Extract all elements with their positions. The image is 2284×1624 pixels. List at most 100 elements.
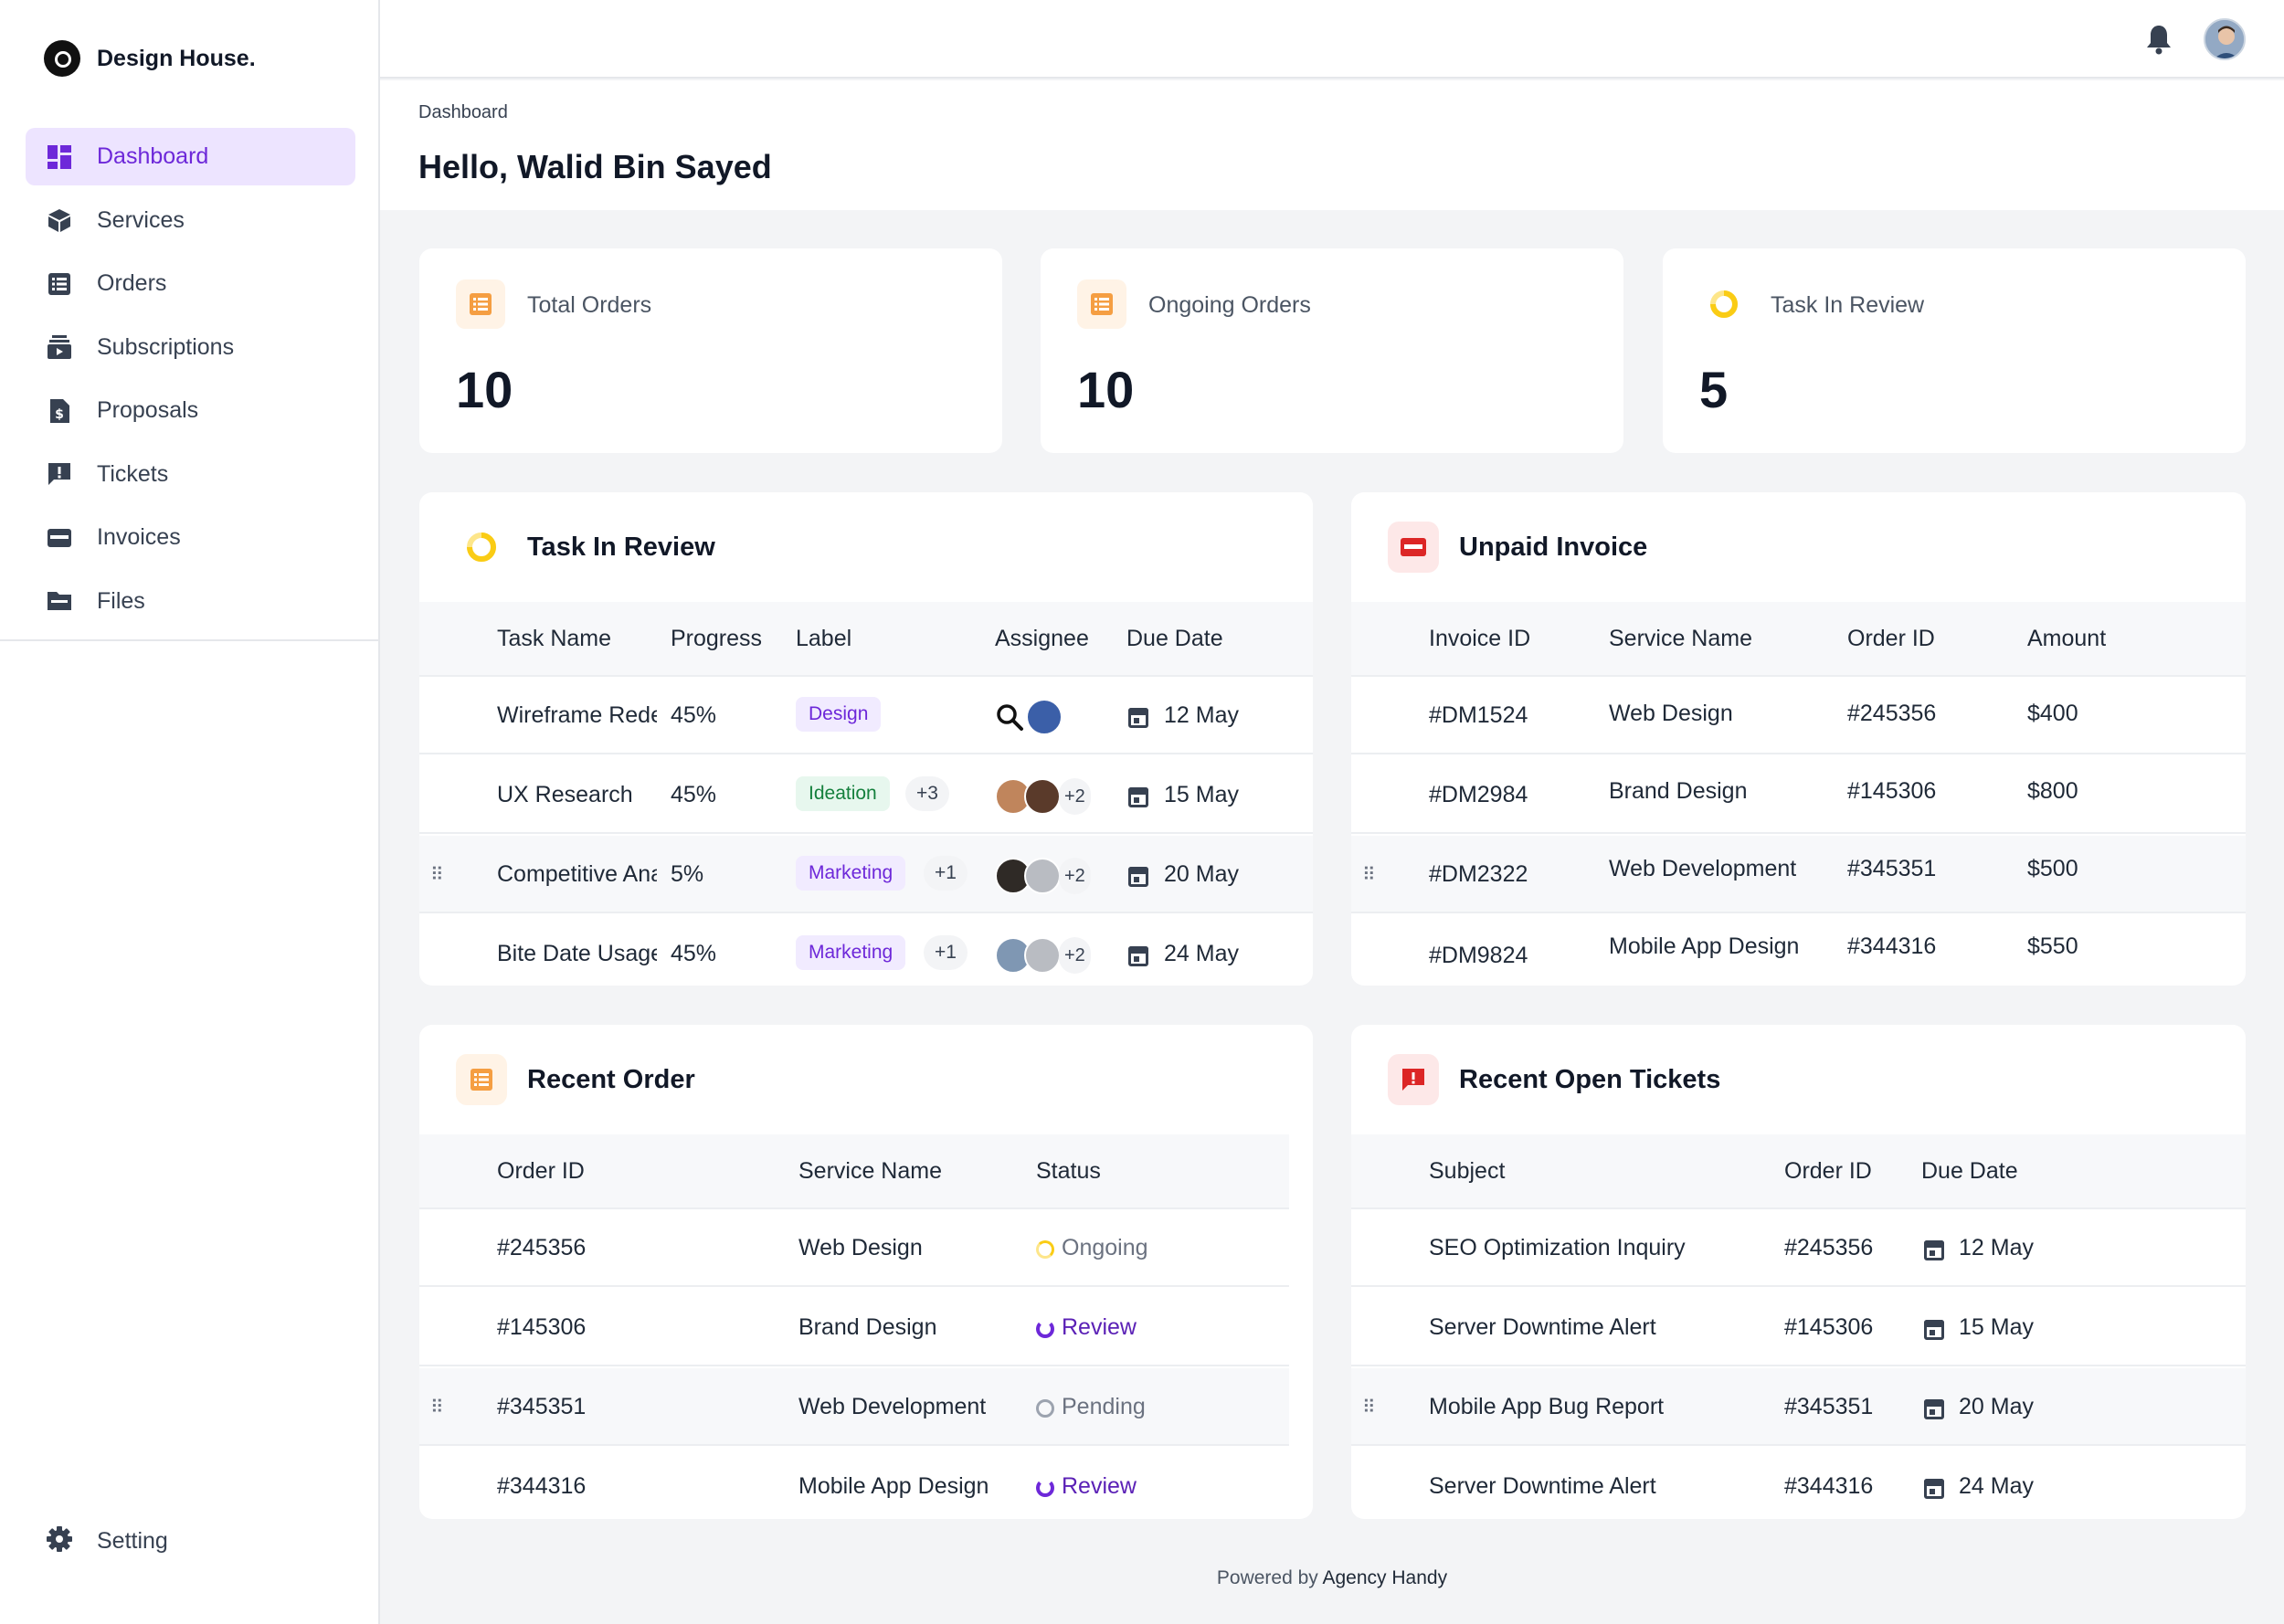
assignee-avatar[interactable] <box>1024 937 1061 974</box>
invoice-id[interactable]: #DM2322 <box>1429 861 1528 887</box>
more-assignees-badge[interactable]: +2 <box>1059 778 1091 815</box>
column-header[interactable]: Progress <box>671 626 763 651</box>
sidebar-item-orders[interactable]: Orders <box>26 255 355 312</box>
order-id[interactable]: #145306 <box>1847 778 1937 804</box>
table-header: Task Name Progress Label Assignee Due Da… <box>419 602 1313 677</box>
ticket-subject[interactable]: Mobile App Bug Report <box>1429 1394 1665 1419</box>
sidebar-item-services[interactable]: Services <box>26 192 355 249</box>
column-header[interactable]: Order ID <box>497 1158 585 1184</box>
notification-bell-icon[interactable] <box>2145 24 2174 55</box>
column-header[interactable]: Assignee <box>995 626 1089 651</box>
ticket-subject[interactable]: SEO Optimization Inquiry <box>1429 1235 1686 1260</box>
more-labels-badge[interactable]: +1 <box>924 935 968 970</box>
drag-handle-icon[interactable]: ⠿ <box>1362 865 1376 885</box>
table-row[interactable]: ⠿ Mobile App Bug Report #345351 20 May <box>1351 1368 2246 1446</box>
column-header[interactable]: Service Name <box>1609 626 1752 651</box>
label-tag[interactable]: Marketing <box>796 856 906 891</box>
more-labels-badge[interactable]: +1 <box>924 856 968 891</box>
table-row[interactable]: ⠿ #DM2322 Web Development #345351 $500 <box>1351 836 2246 913</box>
table-row[interactable]: UX Research 45% Ideation +3 +2 15 May <box>419 756 1313 834</box>
task-name[interactable]: Bite Date Usage <box>497 941 657 966</box>
column-header[interactable]: Service Name <box>798 1158 942 1184</box>
panel-title: Recent Open Tickets <box>1459 1065 1721 1094</box>
table-row[interactable]: Server Downtime Alert #344316 24 May <box>1351 1448 2246 1519</box>
more-assignees-badge[interactable]: +2 <box>1059 937 1091 974</box>
calendar-icon <box>1128 708 1148 728</box>
column-header[interactable]: Order ID <box>1847 626 1935 651</box>
table-row[interactable]: #145306 Brand Design Review <box>419 1289 1289 1366</box>
sidebar-item-label: Invoices <box>97 524 181 550</box>
table-row[interactable]: #DM1524 Web Design #245356 $400 <box>1351 677 2246 754</box>
column-header[interactable]: Label <box>796 626 852 651</box>
order-id[interactable]: #344316 <box>1784 1473 1874 1499</box>
task-name[interactable]: Competitive Analysis <box>497 861 657 887</box>
credit-card-icon <box>46 524 73 552</box>
invoice-id[interactable]: #DM1524 <box>1429 702 1528 728</box>
label-tag[interactable]: Marketing <box>796 935 906 970</box>
sidebar-item-files[interactable]: Files <box>26 573 355 630</box>
assignee-avatar[interactable] <box>1024 778 1061 815</box>
calendar-icon <box>1128 946 1148 966</box>
column-header[interactable]: Status <box>1036 1158 1101 1184</box>
ticket-subject[interactable]: Server Downtime Alert <box>1429 1473 1656 1499</box>
drag-handle-icon[interactable]: ⠿ <box>1362 1397 1376 1418</box>
more-assignees-badge[interactable]: +2 <box>1059 858 1091 894</box>
order-id[interactable]: #345351 <box>1784 1394 1874 1419</box>
order-id[interactable]: #145306 <box>1784 1314 1874 1340</box>
column-header[interactable]: Invoice ID <box>1429 626 1531 651</box>
table-row[interactable]: ⠿ Competitive Analysis 5% Marketing +1 +… <box>419 836 1313 913</box>
table-row[interactable]: Wireframe Redesign 45% Design 12 May <box>419 677 1313 754</box>
column-header[interactable]: Amount <box>2027 626 2107 651</box>
stat-title: Ongoing Orders <box>1148 292 1311 318</box>
assignee-avatar[interactable] <box>1024 858 1061 894</box>
order-id[interactable]: #344316 <box>497 1473 587 1499</box>
column-header[interactable]: Order ID <box>1784 1158 1872 1184</box>
sidebar-item-invoices[interactable]: Invoices <box>26 509 355 566</box>
table-row[interactable]: #344316 Mobile App Design Review <box>419 1448 1289 1519</box>
sidebar-item-setting[interactable]: Setting <box>46 1525 168 1557</box>
due-date: 24 May <box>1164 941 1239 966</box>
label-tag[interactable]: Ideation <box>796 776 890 811</box>
sidebar-item-dashboard[interactable]: Dashboard <box>26 128 355 185</box>
task-name[interactable]: UX Research <box>497 782 633 807</box>
drag-handle-icon[interactable]: ⠿ <box>430 865 444 885</box>
invoice-id[interactable]: #DM9824 <box>1429 943 1528 968</box>
table-row[interactable]: #DM2984 Brand Design #145306 $800 <box>1351 756 2246 834</box>
column-header[interactable]: Due Date <box>1126 626 1223 651</box>
more-labels-badge[interactable]: +3 <box>905 776 949 811</box>
ticket-subject[interactable]: Server Downtime Alert <box>1429 1314 1656 1340</box>
order-id[interactable]: #145306 <box>497 1314 587 1340</box>
table-row[interactable]: SEO Optimization Inquiry #245356 12 May <box>1351 1209 2246 1287</box>
task-name[interactable]: Wireframe Redesign <box>497 702 657 728</box>
search-icon[interactable] <box>995 702 1024 736</box>
order-id[interactable]: #344316 <box>1847 933 1937 959</box>
table-row[interactable]: #DM9824 Mobile App Design #344316 $550 <box>1351 915 2246 986</box>
column-header[interactable]: Due Date <box>1921 1158 2018 1184</box>
table-row[interactable]: Bite Date Usage 45% Marketing +1 +2 24 M… <box>419 915 1313 986</box>
assignee-avatar[interactable] <box>1026 699 1063 735</box>
sidebar-nav: Dashboard Services Orders Subscriptions … <box>26 128 355 636</box>
footer-brand-link[interactable]: Agency Handy <box>1322 1567 1448 1588</box>
sidebar-item-proposals[interactable]: $ Proposals <box>26 382 355 439</box>
brand[interactable]: Design House. <box>44 40 256 77</box>
sidebar-item-subscriptions[interactable]: Subscriptions <box>26 319 355 376</box>
invoice-id[interactable]: #DM2984 <box>1429 782 1528 807</box>
order-id[interactable]: #245356 <box>1847 701 1937 726</box>
user-avatar[interactable] <box>2204 18 2246 60</box>
column-header[interactable]: Task Name <box>497 626 612 651</box>
order-id[interactable]: #345351 <box>497 1394 587 1419</box>
order-id[interactable]: #245356 <box>497 1235 587 1260</box>
table-row[interactable]: #245356 Web Design Ongoing <box>419 1209 1289 1287</box>
order-id[interactable]: #345351 <box>1847 856 1937 881</box>
table-row[interactable]: ⠿ #345351 Web Development Pending <box>419 1368 1289 1446</box>
table-row[interactable]: Server Downtime Alert #145306 15 May <box>1351 1289 2246 1366</box>
stat-title: Total Orders <box>527 292 652 318</box>
order-id[interactable]: #245356 <box>1784 1235 1874 1260</box>
sidebar-item-tickets[interactable]: Tickets <box>26 446 355 503</box>
label-tag[interactable]: Design <box>796 697 882 732</box>
drag-handle-icon[interactable]: ⠿ <box>430 1397 444 1418</box>
breadcrumb[interactable]: Dashboard <box>418 102 508 122</box>
column-header[interactable]: Subject <box>1429 1158 1506 1184</box>
task-progress: 5% <box>671 861 704 887</box>
sidebar-item-label: Files <box>97 587 145 614</box>
